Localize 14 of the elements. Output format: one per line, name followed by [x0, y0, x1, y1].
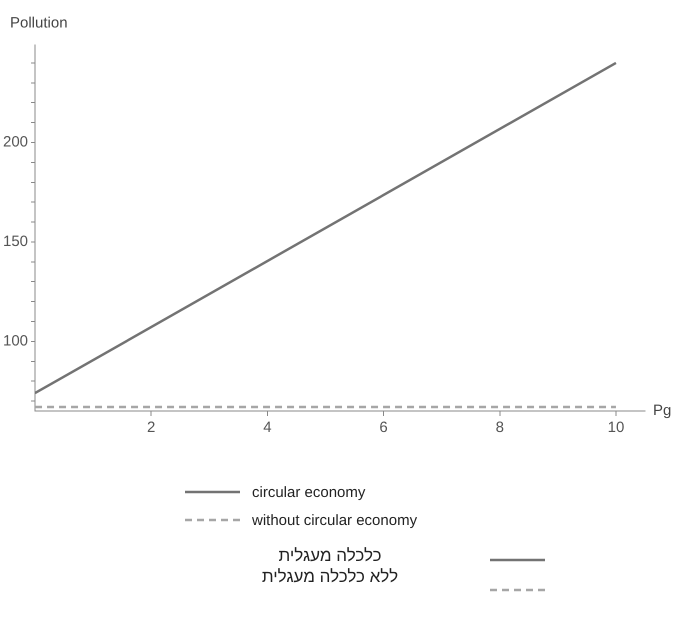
y-axis-title: Pollution: [10, 14, 68, 32]
legend-label: without circular economy: [252, 512, 418, 528]
y-tick-label: 150: [2, 233, 28, 250]
x-tick-label: 10: [608, 419, 624, 436]
y-tick-label: 100: [2, 332, 28, 350]
x-axis-title: Pg: [653, 402, 672, 420]
text: כלכלה מעגלית: [277, 545, 383, 566]
text: ללא כלכלה מעגלית: [260, 566, 400, 587]
x-tick-label: 8: [496, 419, 504, 436]
y-tick-label: 200: [2, 134, 28, 151]
legend-label: circular economy: [252, 484, 366, 500]
x-tick-label: 2: [147, 419, 156, 436]
x-tick-label: 4: [263, 419, 272, 436]
x-tick-label: 6: [379, 419, 388, 436]
